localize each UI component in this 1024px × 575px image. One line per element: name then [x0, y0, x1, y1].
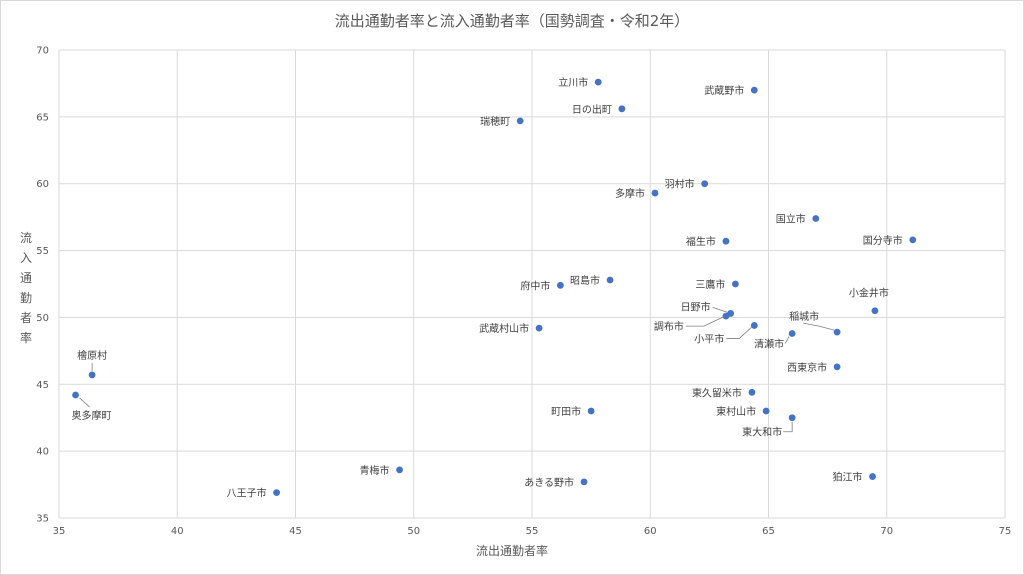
data-point	[722, 237, 730, 245]
point-label: 狛江市	[833, 471, 863, 484]
data-point	[594, 78, 602, 86]
point-label: 福生市	[686, 235, 716, 248]
leader-lines	[79, 307, 835, 433]
leader-line	[803, 322, 835, 331]
point-label: 西東京市	[787, 361, 827, 374]
y-tick-label: 40	[36, 447, 49, 458]
x-tick-label: 60	[644, 526, 657, 537]
y-tick-label: 60	[36, 179, 49, 190]
x-axis-label: 流出通勤者率	[475, 544, 548, 558]
leader-line	[712, 307, 728, 313]
x-tick-label: 35	[53, 526, 66, 537]
data-point	[72, 391, 79, 399]
leader-line	[79, 397, 90, 408]
data-point	[606, 276, 614, 284]
data-point	[748, 388, 756, 396]
data-points	[72, 78, 917, 496]
leader-line	[726, 327, 752, 339]
data-point	[762, 407, 770, 415]
point-label: 武蔵野市	[704, 84, 744, 97]
gridlines	[58, 49, 1006, 519]
point-label: 日野市	[681, 300, 711, 313]
data-point	[396, 466, 403, 474]
point-label: 稲城市	[789, 310, 819, 323]
point-label: 東久留米市	[692, 386, 742, 399]
point-label: 奥多摩町	[72, 409, 112, 422]
y-tick-label: 65	[36, 112, 49, 123]
point-label: あきる野市	[524, 476, 574, 489]
chart-title: 流出通勤者率と流入通勤者率（国勢調査・令和2年）	[334, 12, 690, 30]
point-label: 檜原村	[77, 349, 107, 362]
data-point	[788, 414, 796, 422]
point-label: 青梅市	[360, 464, 390, 477]
y-tick-label: 55	[36, 246, 49, 257]
point-label: 国立市	[776, 212, 806, 225]
data-point	[587, 407, 595, 415]
x-tick-label: 45	[289, 526, 302, 537]
data-point	[88, 371, 96, 379]
point-label: 清瀬市	[754, 337, 784, 350]
y-axis-label: 流入通勤者率	[19, 231, 32, 345]
point-label: 瑞穂町	[480, 115, 510, 128]
point-label: 羽村市	[665, 178, 695, 191]
x-tick-label: 70	[880, 526, 893, 537]
leader-line	[784, 336, 790, 344]
data-point	[909, 236, 917, 244]
point-label: 小平市	[694, 332, 724, 345]
data-point	[731, 280, 739, 288]
data-point	[788, 330, 796, 337]
data-point	[273, 489, 280, 496]
leader-line	[685, 316, 724, 327]
point-label: 国分寺市	[863, 234, 903, 247]
point-label: 立川市	[558, 76, 588, 89]
y-tick-label: 70	[36, 46, 49, 57]
x-tick-label: 75	[999, 526, 1012, 537]
point-label: 町田市	[551, 405, 581, 418]
leader-line	[783, 421, 793, 433]
data-point	[651, 189, 659, 197]
y-tick-label: 45	[36, 380, 49, 391]
data-point	[701, 180, 709, 188]
x-tick-label: 55	[526, 526, 539, 537]
x-tick-label: 65	[762, 526, 775, 537]
point-label: 東村山市	[716, 405, 756, 418]
y-tick-label: 50	[36, 313, 49, 324]
point-label: 多摩市	[615, 187, 645, 200]
data-point	[516, 117, 524, 125]
y-tick-label: 35	[36, 514, 49, 525]
data-point	[869, 473, 876, 480]
tick-labels: 35 40 45 50 55 60 65 70 75 35 40 45 50 55 60 65 70	[36, 46, 1011, 538]
data-point	[750, 86, 758, 94]
point-label: 東大和市	[742, 426, 782, 439]
point-label: 日の出町	[572, 103, 612, 116]
data-point	[750, 322, 758, 329]
point-label: 調布市	[654, 320, 684, 333]
data-point	[833, 328, 841, 336]
data-point	[722, 312, 730, 320]
data-point	[833, 363, 841, 371]
x-tick-label: 40	[171, 526, 184, 537]
data-point	[871, 307, 879, 315]
data-point	[580, 478, 588, 486]
point-label: 昭島市	[570, 274, 600, 287]
data-point	[618, 105, 626, 113]
x-tick-label: 50	[407, 526, 420, 537]
point-label: 三鷹市	[695, 278, 725, 291]
data-point	[556, 281, 564, 289]
point-label: 武蔵村山市	[479, 322, 529, 335]
point-label: 小金井市	[849, 287, 889, 300]
point-label: 府中市	[520, 279, 550, 292]
data-point	[535, 324, 543, 332]
point-label: 八王子市	[227, 487, 267, 500]
data-point	[812, 215, 820, 222]
